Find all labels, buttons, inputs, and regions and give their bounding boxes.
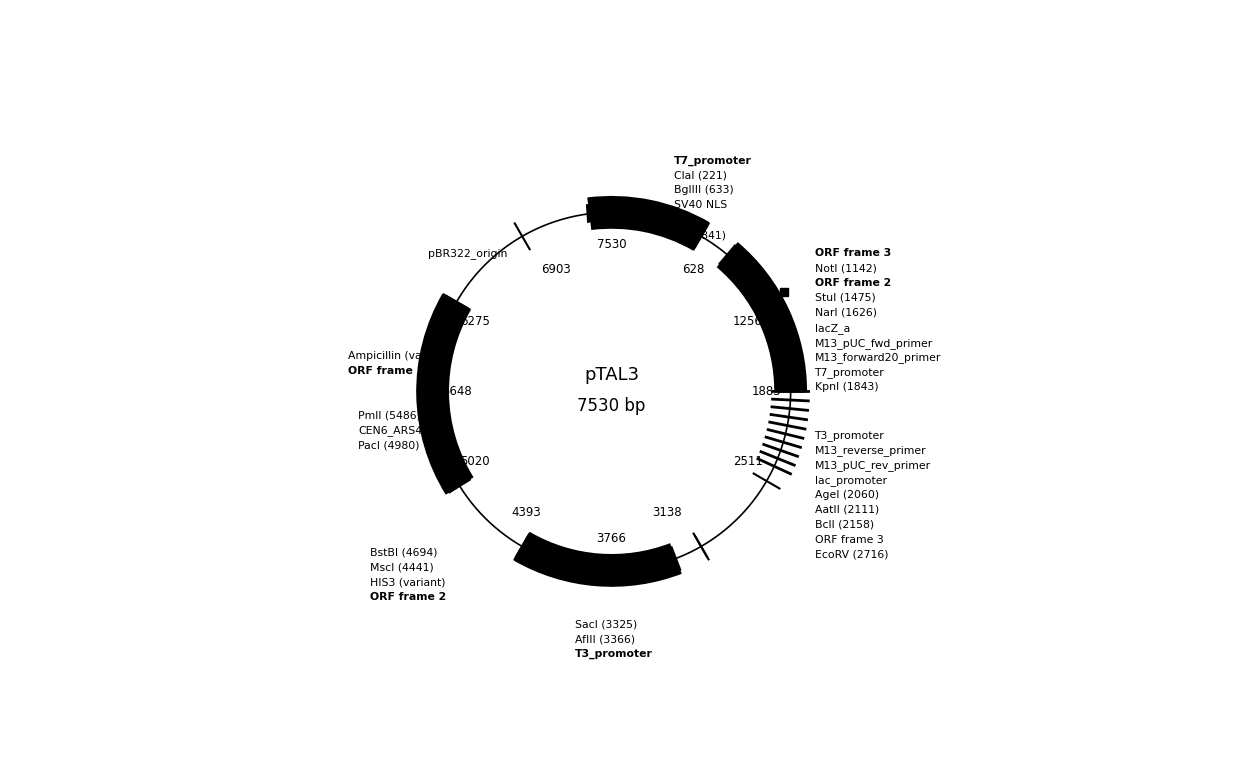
Text: SV40 NLS: SV40 NLS [675,201,728,211]
Text: 3138: 3138 [652,506,682,519]
Polygon shape [424,381,441,408]
Text: MscI (4441): MscI (4441) [370,563,434,573]
Text: NarI (1626): NarI (1626) [815,308,877,318]
Text: PstI (841): PstI (841) [675,230,727,240]
Text: ORF frame 2: ORF frame 2 [815,278,890,288]
Text: lacZ_a: lacZ_a [815,322,849,334]
Text: T3_promoter: T3_promoter [574,649,652,660]
Text: BstBI (4694): BstBI (4694) [370,548,438,558]
Text: ORF frame 2: ORF frame 2 [370,592,446,602]
Text: 1883: 1883 [751,385,781,398]
Wedge shape [513,532,682,587]
Text: M13_reverse_primer: M13_reverse_primer [815,445,926,456]
Text: M13_pUC_rev_primer: M13_pUC_rev_primer [815,460,931,471]
Wedge shape [417,294,474,494]
Text: ORF frame 3: ORF frame 3 [815,535,883,545]
Text: 5020: 5020 [460,455,490,468]
Text: SacI (3325): SacI (3325) [574,619,637,629]
Text: 3766: 3766 [596,532,626,545]
Text: BclI (2158): BclI (2158) [815,520,874,529]
Text: AgeI (2060): AgeI (2060) [815,490,879,500]
Text: StuI (1475): StuI (1475) [815,293,875,303]
Text: ClaI (221): ClaI (221) [675,170,728,181]
Text: HIS3 (variant): HIS3 (variant) [370,577,445,587]
Polygon shape [649,208,676,225]
Text: T3_promoter: T3_promoter [815,430,884,441]
Text: M13_pUC_fwd_primer: M13_pUC_fwd_primer [815,338,932,349]
Text: lac_promoter: lac_promoter [815,475,887,486]
Text: NLS: NLS [675,215,696,226]
Text: 2511: 2511 [733,455,763,468]
Text: 7530 bp: 7530 bp [578,398,646,415]
Text: EcoRV (2716): EcoRV (2716) [815,549,888,560]
Text: BglIII (633): BglIII (633) [675,185,734,195]
Text: Ampicillin (variant): Ampicillin (variant) [348,351,451,361]
Text: AatII (2111): AatII (2111) [815,505,879,515]
Text: CEN6_ARS4: CEN6_ARS4 [358,425,422,436]
Text: pBR322_origin: pBR322_origin [428,248,507,259]
Text: PmlI (5486): PmlI (5486) [358,411,420,421]
Text: KpnI (1843): KpnI (1843) [815,382,878,392]
Text: 4393: 4393 [512,506,542,519]
Text: ORF frame 3: ORF frame 3 [815,248,890,258]
Text: 6903: 6903 [542,264,572,277]
Polygon shape [760,301,780,328]
Polygon shape [587,205,614,222]
Wedge shape [717,242,807,391]
Text: M13_forward20_primer: M13_forward20_primer [815,353,941,363]
Text: 7530: 7530 [596,238,626,251]
Text: AfIII (3366): AfIII (3366) [574,634,635,644]
Text: 5648: 5648 [441,385,471,398]
Text: ORF frame 1: ORF frame 1 [348,366,424,376]
Text: pTAL3: pTAL3 [584,366,639,384]
Wedge shape [588,196,709,250]
Text: 1256: 1256 [733,315,763,328]
Text: 6275: 6275 [460,315,490,328]
Text: 628: 628 [682,264,704,277]
Polygon shape [584,562,611,580]
Text: NotI (1142): NotI (1142) [815,263,877,273]
Text: PacI (4980): PacI (4980) [358,440,419,450]
Text: T7_promoter: T7_promoter [815,367,884,378]
Text: T7_promoter: T7_promoter [675,156,753,166]
